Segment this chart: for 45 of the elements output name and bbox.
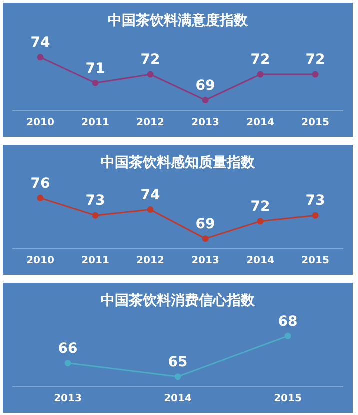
data-label: 72 [140,52,160,68]
x-tick-label: 2013 [192,118,220,129]
x-tick-label: 2011 [82,256,110,267]
x-tick-label: 2011 [82,118,110,129]
point [202,97,209,104]
x-tick-label: 2015 [302,118,330,129]
x-tick-label: 2013 [54,394,82,405]
chart-title: 中国茶饮料消费信心指数 [101,292,256,310]
data-label: 73 [86,193,106,210]
x-tick-label: 2010 [26,256,54,267]
point [257,71,264,78]
point [147,206,154,214]
x-tick-label: 2015 [302,256,330,267]
point [147,71,154,78]
x-tick-label: 2014 [246,118,274,129]
data-label: 71 [86,60,106,77]
x-tick-label: 2010 [26,118,54,129]
x-tick-label: 2013 [192,256,220,267]
data-label: 76 [30,176,50,192]
x-tick-label: 2012 [136,118,164,129]
data-label: 73 [306,193,326,210]
data-label: 74 [140,187,160,204]
x-tick-label: 2014 [246,256,274,267]
point [92,212,99,219]
x-tick-label: 2012 [136,256,164,267]
point [257,218,264,225]
data-label: 72 [250,52,270,68]
data-label: 66 [58,340,78,357]
point [37,194,44,202]
x-tick-label: 2014 [164,394,192,405]
point [312,212,319,219]
data-label: 72 [306,52,326,68]
data-label: 74 [30,35,50,52]
data-label: 69 [196,216,216,232]
data-label: 69 [196,78,216,94]
point [37,54,44,61]
chart-title: 中国茶饮料感知质量指数 [101,154,256,172]
point [312,71,319,78]
point [202,236,209,242]
data-label: 72 [250,199,270,216]
data-label: 65 [168,354,188,370]
x-tick-label: 2015 [274,394,302,405]
point [92,80,99,86]
data-label: 68 [278,314,298,330]
chart-title: 中国茶饮料满意度指数 [108,12,249,30]
